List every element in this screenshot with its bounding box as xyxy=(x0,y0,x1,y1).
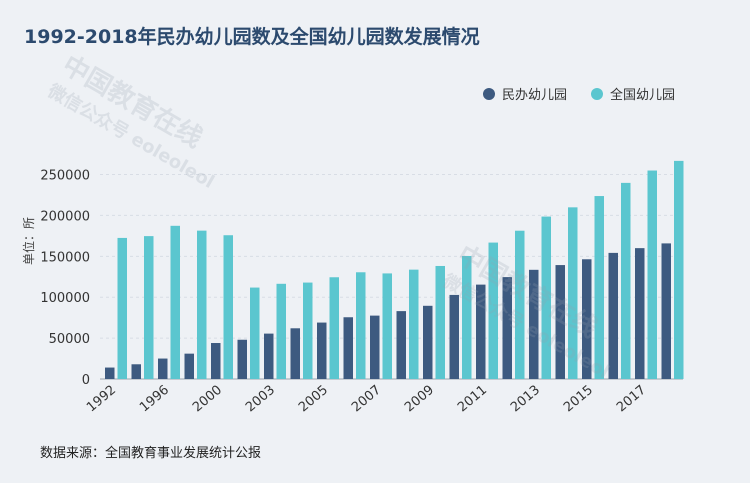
bar-total-1996 xyxy=(170,225,180,379)
bar-private-2008 xyxy=(396,311,406,379)
bar-private-2010 xyxy=(449,294,459,379)
bar-total-2013 xyxy=(541,216,551,379)
bar-total-2015 xyxy=(594,196,604,379)
bar-private-2013 xyxy=(529,269,539,379)
bar-private-2017 xyxy=(635,248,645,379)
y-tick-label: 200000 xyxy=(40,209,90,224)
data-source-note: 数据来源：全国教育事业发展统计公报 xyxy=(40,446,262,461)
bar-private-1998 xyxy=(184,353,194,379)
bar-private-2015 xyxy=(582,259,592,379)
bar-private-2005 xyxy=(317,322,327,379)
legend-label-private: 民办幼儿园 xyxy=(502,88,568,103)
bar-private-2004 xyxy=(290,328,300,379)
legend: 民办幼儿园 全国幼儿园 xyxy=(483,84,699,103)
legend-swatch-total xyxy=(591,87,604,100)
bar-total-2016 xyxy=(621,182,631,379)
bar-private-2000 xyxy=(211,343,221,379)
bar-private-1996 xyxy=(158,358,168,379)
x-tick-label: 2007 xyxy=(349,383,384,416)
y-tick-label: 100000 xyxy=(40,291,90,306)
bar-total-2011 xyxy=(488,242,498,379)
bar-total-2010 xyxy=(462,255,472,379)
x-tick-label: 2005 xyxy=(296,383,331,416)
legend-label-total: 全国幼儿园 xyxy=(610,88,676,103)
x-tick-label: 1996 xyxy=(137,383,172,416)
x-tick-label: 2015 xyxy=(561,383,596,416)
bar-total-2005 xyxy=(329,277,339,379)
bar-total-2017 xyxy=(647,170,657,379)
bar-total-1992 xyxy=(117,237,127,379)
bar-private-2006 xyxy=(343,317,353,379)
bar-private-2003 xyxy=(264,333,274,379)
bar-total-2000 xyxy=(223,235,233,379)
bar-total-2008 xyxy=(409,269,419,379)
bar-private-1992 xyxy=(105,367,115,379)
chart-title: 1992-2018年民办幼儿园数及全国幼儿园数发展情况 xyxy=(24,26,480,48)
x-tick-label: 2000 xyxy=(190,383,225,416)
x-tick-label: 2011 xyxy=(455,383,490,416)
bar-total-2006 xyxy=(356,272,366,379)
legend-item-total: 全国幼儿园 xyxy=(591,84,675,103)
bar-total-2018 xyxy=(674,160,684,379)
y-tick-label: 250000 xyxy=(40,169,90,184)
legend-item-private: 民办幼儿园 xyxy=(483,84,567,103)
bar-total-2009 xyxy=(435,265,445,379)
bar-private-2002 xyxy=(237,339,247,379)
bar-total-2012 xyxy=(515,230,525,379)
bar-total-2007 xyxy=(382,273,392,379)
bar-total-2004 xyxy=(303,282,313,379)
bar-private-2014 xyxy=(555,265,565,379)
bar-private-2011 xyxy=(476,284,486,379)
y-tick-label: 0 xyxy=(82,373,90,388)
x-tick-label: 2003 xyxy=(243,383,278,416)
bar-private-2009 xyxy=(423,305,433,379)
bar-total-1998 xyxy=(197,230,207,379)
bar-total-2014 xyxy=(568,207,578,379)
bar-private-2016 xyxy=(608,252,618,379)
bar-total-1994 xyxy=(144,236,154,379)
bar-private-2012 xyxy=(502,277,512,379)
bar-total-2002 xyxy=(250,287,260,379)
bar-private-2007 xyxy=(370,315,380,379)
bar-private-1994 xyxy=(131,364,141,379)
x-tick-label: 2017 xyxy=(614,383,649,416)
x-tick-label: 2009 xyxy=(402,383,437,416)
bar-total-2003 xyxy=(276,283,286,379)
legend-swatch-private xyxy=(483,87,495,100)
x-tick-label: 2013 xyxy=(508,383,543,416)
y-tick-label: 50000 xyxy=(49,332,90,347)
bar-private-2018 xyxy=(661,243,671,379)
y-tick-label: 150000 xyxy=(40,250,90,265)
